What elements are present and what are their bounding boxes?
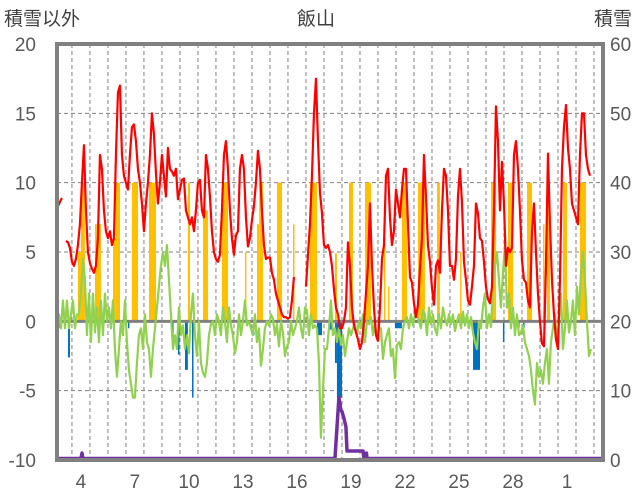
left-axis-title: 積雪以外 bbox=[4, 8, 80, 30]
negative-bar bbox=[523, 321, 525, 329]
x-tick-label: 28 bbox=[502, 472, 523, 493]
precipitation-bar bbox=[334, 253, 337, 322]
line-series bbox=[57, 77, 603, 461]
precipitation-bar bbox=[547, 182, 551, 322]
x-tick-label: 13 bbox=[232, 472, 253, 493]
precipitation-bar bbox=[348, 182, 353, 322]
x-tick-label: 22 bbox=[394, 472, 415, 493]
green-series-line bbox=[57, 243, 593, 439]
right-axis-title: 積雪 bbox=[594, 8, 632, 30]
x-tick-label: 10 bbox=[178, 472, 199, 493]
chart-title: 飯山 bbox=[297, 8, 335, 30]
precipitation-bar bbox=[543, 224, 545, 322]
negative-bar bbox=[177, 321, 180, 355]
precipitation-bar bbox=[388, 286, 390, 322]
x-tick-label: 25 bbox=[448, 472, 469, 493]
negative-bar bbox=[394, 321, 402, 329]
negative-bar bbox=[192, 321, 194, 398]
precipitation-bar bbox=[202, 210, 209, 322]
precipitation-bar bbox=[257, 224, 260, 322]
red-series-line bbox=[304, 77, 592, 351]
precipitation-bar bbox=[527, 182, 533, 322]
right-tick-label: 50 bbox=[610, 104, 631, 125]
precipitation-bar bbox=[259, 182, 263, 322]
left-tick-label: 5 bbox=[25, 243, 36, 264]
left-tick-label: -5 bbox=[19, 382, 36, 403]
gridlines bbox=[57, 44, 603, 460]
precipitation-bar bbox=[131, 182, 139, 322]
left-tick-label: 15 bbox=[15, 104, 36, 125]
precipitation-bar bbox=[148, 182, 157, 322]
left-tick-label: 20 bbox=[15, 35, 36, 56]
snow-depth-line bbox=[57, 395, 603, 461]
precipitation-bar bbox=[77, 252, 81, 322]
precipitation-bar bbox=[309, 182, 317, 322]
left-tick-label: 0 bbox=[25, 312, 36, 333]
precipitation-bar bbox=[563, 182, 567, 322]
x-tick-label: 4 bbox=[76, 472, 87, 493]
negative-bar bbox=[502, 321, 505, 343]
negative-bar bbox=[127, 321, 130, 329]
precipitation-bar bbox=[187, 182, 191, 322]
x-tick-label: 19 bbox=[340, 472, 361, 493]
x-tick-label: 16 bbox=[286, 472, 307, 493]
precipitation-bar bbox=[94, 224, 101, 322]
x-tick-label: 7 bbox=[130, 472, 141, 493]
precipitation-bar bbox=[460, 252, 462, 322]
right-tick-label: 20 bbox=[610, 312, 631, 333]
right-tick-label: 60 bbox=[610, 35, 631, 56]
right-tick-label: 0 bbox=[610, 451, 621, 472]
negative-bar bbox=[316, 321, 322, 336]
precipitation-bar bbox=[293, 224, 295, 322]
precipitation-bar bbox=[221, 182, 229, 322]
red-series-line bbox=[65, 84, 296, 320]
precipitation-bar bbox=[401, 182, 407, 322]
right-tick-label: 30 bbox=[610, 243, 631, 264]
precipitation-bar bbox=[276, 182, 283, 322]
precipitation-bar bbox=[437, 182, 440, 322]
precipitation-bar bbox=[80, 182, 85, 322]
plot-border bbox=[55, 42, 605, 462]
left-tick-label: 10 bbox=[15, 174, 36, 195]
precipitation-bar bbox=[112, 238, 116, 322]
x-tick-label: 1 bbox=[562, 472, 573, 493]
plot-frame bbox=[55, 42, 605, 462]
right-tick-label: 40 bbox=[610, 174, 631, 195]
left-tick-label: -10 bbox=[9, 451, 36, 472]
precipitation-bar bbox=[383, 238, 386, 322]
negative-bar bbox=[336, 321, 342, 398]
negative-bar bbox=[67, 321, 70, 358]
right-tick-label: 10 bbox=[610, 382, 631, 403]
precipitation-bar bbox=[115, 182, 121, 322]
precipitation-bar bbox=[244, 252, 247, 322]
